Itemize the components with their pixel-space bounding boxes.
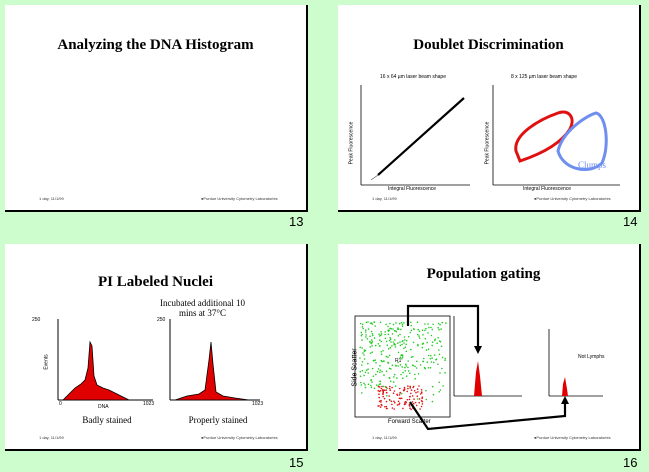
slide-footer-left: 1 day, 11/1/99 bbox=[39, 196, 64, 201]
x-tick-end-right: 1023 bbox=[252, 401, 264, 407]
arrow-to-right-histogram bbox=[409, 401, 567, 431]
histogram-properly-stained bbox=[169, 319, 260, 401]
slide-number: 13 bbox=[289, 214, 304, 229]
histogram-badly-stained bbox=[57, 319, 153, 401]
doublet-plots bbox=[360, 85, 620, 186]
slide-number: 16 bbox=[623, 455, 638, 470]
x-tick-end-left: 1023 bbox=[143, 401, 155, 407]
slide-footer-right: Purdue University Cytometry Laboratories bbox=[534, 196, 610, 201]
slide-title: Analyzing the DNA Histogram bbox=[57, 37, 254, 53]
dna-histograms bbox=[57, 319, 260, 401]
scatter-dots bbox=[359, 321, 447, 411]
slide-footer-left: 1 day, 11/1/99 bbox=[372, 196, 397, 201]
slide-15[interactable]: PI Labeled Nuclei Incubated additional 1… bbox=[5, 244, 308, 451]
slide-footer-right: Purdue University Cytometry Laboratories bbox=[201, 435, 277, 440]
slide-footer-right: Purdue University Cytometry Laboratories bbox=[534, 435, 610, 440]
slide-title: PI Labeled Nuclei bbox=[98, 274, 213, 290]
right-histogram bbox=[548, 329, 603, 397]
slide-title: Population gating bbox=[426, 266, 541, 282]
slide-number: 14 bbox=[623, 214, 638, 229]
x-axis-label: DNA bbox=[98, 404, 109, 410]
slide-number: 15 bbox=[289, 455, 304, 470]
x-tick-start-left: 0 bbox=[59, 401, 62, 407]
slide-16[interactable]: Population gating Side Scatter Forward S… bbox=[338, 244, 641, 451]
region-label: R1 bbox=[395, 358, 402, 364]
clumps-label: Clumps bbox=[578, 160, 607, 170]
left-plot bbox=[360, 85, 470, 186]
slide-13[interactable]: Analyzing the DNA Histogram 1 day, 11/1/… bbox=[5, 5, 308, 212]
gating-diagram bbox=[354, 304, 603, 431]
singlet-diagonal bbox=[377, 97, 465, 176]
slide-footer-left: 1 day, 11/1/99 bbox=[39, 435, 64, 440]
singlet-gate bbox=[514, 110, 574, 163]
x-axis-label-right: Integral Fluorescence bbox=[523, 186, 572, 192]
top-histogram bbox=[453, 316, 522, 397]
slide-14[interactable]: Doublet Discrimination 16 x 64 µm laser … bbox=[338, 5, 641, 212]
scatter-plot-frame bbox=[354, 315, 451, 418]
slide-footer-right: Purdue University Cytometry Laboratories bbox=[201, 196, 277, 201]
x-axis-label-left: Integral Fluorescence bbox=[388, 186, 437, 192]
right-plot bbox=[492, 85, 620, 186]
right-histogram-label: Not Lymphs bbox=[578, 354, 605, 360]
plot-left-title: 16 x 64 µm laser beam shape bbox=[380, 74, 446, 80]
y-tick-left: 250 bbox=[32, 317, 41, 323]
caption-properly-stained: Properly stained bbox=[188, 415, 248, 425]
y-tick-right: 250 bbox=[157, 317, 166, 323]
plot-right-title: 8 x 125 µm laser beam shape bbox=[511, 74, 577, 80]
arrow-to-top-histogram bbox=[406, 304, 480, 349]
clumps-gate bbox=[556, 111, 608, 171]
slide-footer-left: 1 day, 11/1/99 bbox=[372, 435, 397, 440]
incubation-note: Incubated additional 10 mins at 37°C bbox=[160, 298, 245, 318]
slide-title: Doublet Discrimination bbox=[413, 37, 564, 53]
caption-badly-stained: Badly stained bbox=[82, 415, 132, 425]
x-axis-label: Forward Scatter bbox=[388, 419, 431, 425]
